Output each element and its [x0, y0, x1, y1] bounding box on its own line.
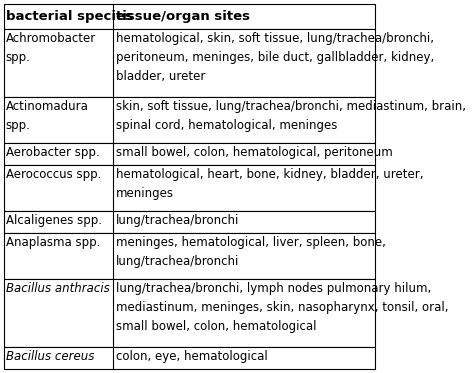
Text: Aerococcus spp.: Aerococcus spp.: [6, 168, 101, 181]
Text: Aerobacter spp.: Aerobacter spp.: [6, 145, 100, 159]
Text: colon, eye, hematological: colon, eye, hematological: [116, 350, 268, 363]
Text: lung/trachea/bronchi: lung/trachea/bronchi: [116, 214, 240, 227]
Text: Anaplasma spp.: Anaplasma spp.: [6, 236, 100, 249]
Text: Actinomadura
spp.: Actinomadura spp.: [6, 100, 89, 132]
Text: bacterial species: bacterial species: [6, 10, 133, 23]
Bar: [4, 142, 375, 165]
Text: Bacillus cereus: Bacillus cereus: [6, 350, 94, 363]
Text: tissue/organ sites: tissue/organ sites: [116, 10, 250, 23]
Text: hematological, skin, soft tissue, lung/trachea/bronchi,
peritoneum, meninges, bi: hematological, skin, soft tissue, lung/t…: [116, 32, 435, 83]
Text: Achromobacter
spp.: Achromobacter spp.: [6, 32, 96, 64]
Text: hematological, heart, bone, kidney, bladder, ureter,
meninges: hematological, heart, bone, kidney, blad…: [116, 168, 424, 200]
Bar: [4, 165, 375, 211]
Text: meninges, hematological, liver, spleen, bone,
lung/trachea/bronchi: meninges, hematological, liver, spleen, …: [116, 236, 386, 268]
Bar: [4, 97, 375, 142]
Text: lung/trachea/bronchi, lymph nodes pulmonary hilum,
mediastinum, meninges, skin, : lung/trachea/bronchi, lymph nodes pulmon…: [116, 282, 449, 333]
Bar: [4, 279, 375, 347]
Text: Bacillus anthracis: Bacillus anthracis: [6, 282, 109, 295]
Bar: [4, 29, 375, 97]
Text: small bowel, colon, hematological, peritoneum: small bowel, colon, hematological, perit…: [116, 145, 393, 159]
Text: skin, soft tissue, lung/trachea/bronchi, mediastinum, brain,
spinal cord, hemato: skin, soft tissue, lung/trachea/bronchi,…: [116, 100, 466, 132]
Bar: [4, 4, 375, 29]
Bar: [4, 347, 375, 369]
Bar: [4, 211, 375, 233]
Bar: [4, 233, 375, 279]
Text: Alcaligenes spp.: Alcaligenes spp.: [6, 214, 102, 227]
